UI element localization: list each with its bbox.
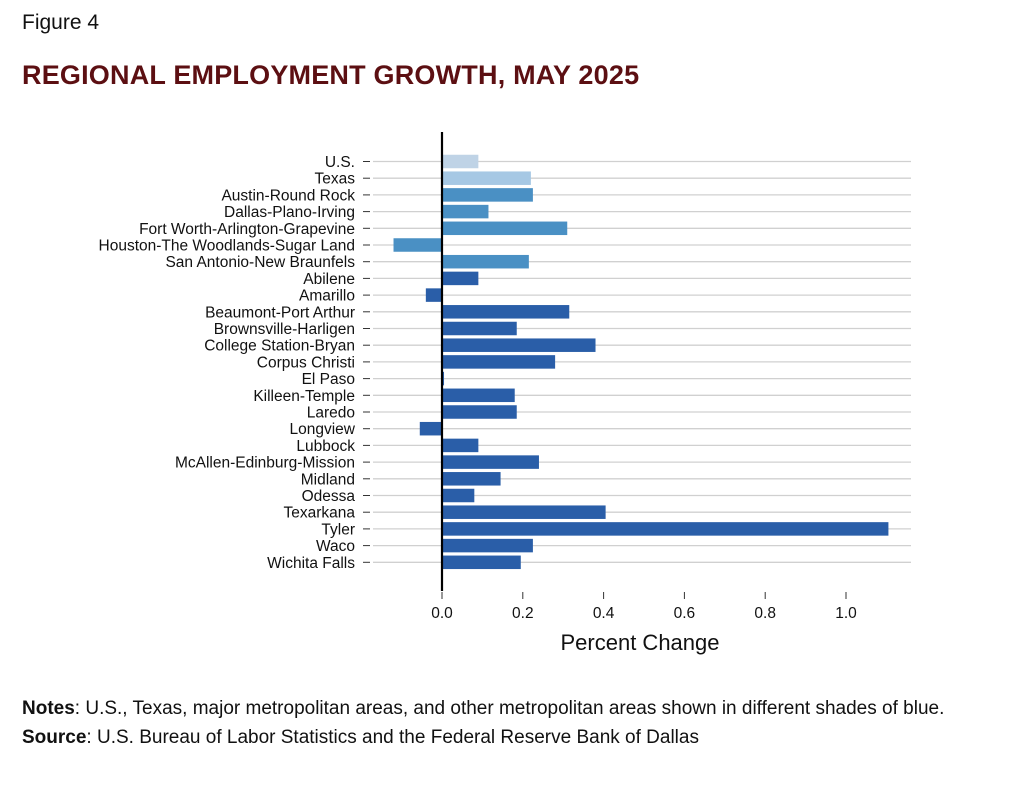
bar [442,472,501,486]
y-tick-label: Houston-The Woodlands-Sugar Land [99,238,355,255]
y-tick-label: Texarkana [283,505,355,522]
x-tick-label: 1.0 [835,605,857,622]
y-tick-label: McAllen-Edinburg-Mission [175,455,355,472]
bar [442,271,479,286]
bar [442,305,570,319]
x-tick-label: 0.2 [512,605,534,622]
bar [442,438,479,453]
source-label: Source [22,727,87,748]
y-tick-label: Waco [316,538,355,555]
bar [393,238,442,252]
y-tick-label: Odessa [302,488,356,505]
y-tick-label: Corpus Christi [257,354,355,371]
bar [425,288,442,302]
x-tick-label: 0.8 [754,605,776,622]
y-tick-label: Tyler [321,521,355,538]
bar [442,154,479,169]
y-tick-label: El Paso [302,371,355,388]
bar [442,221,568,236]
x-tick-label: 0.0 [431,605,453,622]
bar [442,204,489,219]
y-tick-label: San Antonio-New Braunfels [165,254,355,271]
y-tick-label: Brownsville-Harligen [214,321,355,338]
y-tick-label: Wichita Falls [267,555,355,572]
y-tick-label: Midland [301,471,355,488]
bar [442,254,529,269]
y-tick-label: College Station-Bryan [204,338,355,355]
source-line: Source: U.S. Bureau of Labor Statistics … [22,723,1007,752]
y-tick-label: U.S. [325,154,355,171]
y-tick-label: Beaumont-Port Arthur [205,304,355,321]
y-tick-label: Laredo [307,405,355,422]
y-tick-label: Abilene [303,271,355,288]
bar [442,338,596,352]
bar [442,188,533,202]
x-tick-label: 0.4 [593,605,615,622]
bar [442,522,889,536]
bar [442,488,475,503]
y-tick-label: Killeen-Temple [253,388,355,405]
bar [442,355,556,369]
bar [442,555,521,570]
bar [442,505,606,519]
notes-block: Notes: U.S., Texas, major metropolitan a… [22,694,1007,752]
notes-label: Notes [22,698,75,719]
bar [419,421,442,436]
bar [442,455,539,469]
y-tick-label: Amarillo [299,288,355,305]
y-tick-label: Lubbock [296,438,355,455]
bar [442,538,533,553]
notes-line: Notes: U.S., Texas, major metropolitan a… [22,694,1007,723]
bar [442,388,515,403]
figure-label: Figure 4 [22,11,100,34]
chart-title: REGIONAL EMPLOYMENT GROWTH, MAY 2025 [22,60,640,90]
y-tick-label: Dallas-Plano-Irving [224,204,355,221]
y-tick-label: Longview [290,421,356,438]
x-axis-title: Percent Change [561,630,720,655]
bar [442,321,517,336]
y-tick-label: Austin-Round Rock [221,187,355,204]
bar [442,405,517,419]
bar [442,171,531,185]
y-tick-label: Texas [315,171,356,188]
source-text: : U.S. Bureau of Labor Statistics and th… [86,727,699,748]
x-tick-label: 0.6 [674,605,696,622]
y-tick-label: Fort Worth-Arlington-Grapevine [139,221,355,238]
notes-text: : U.S., Texas, major metropolitan areas,… [74,698,945,719]
